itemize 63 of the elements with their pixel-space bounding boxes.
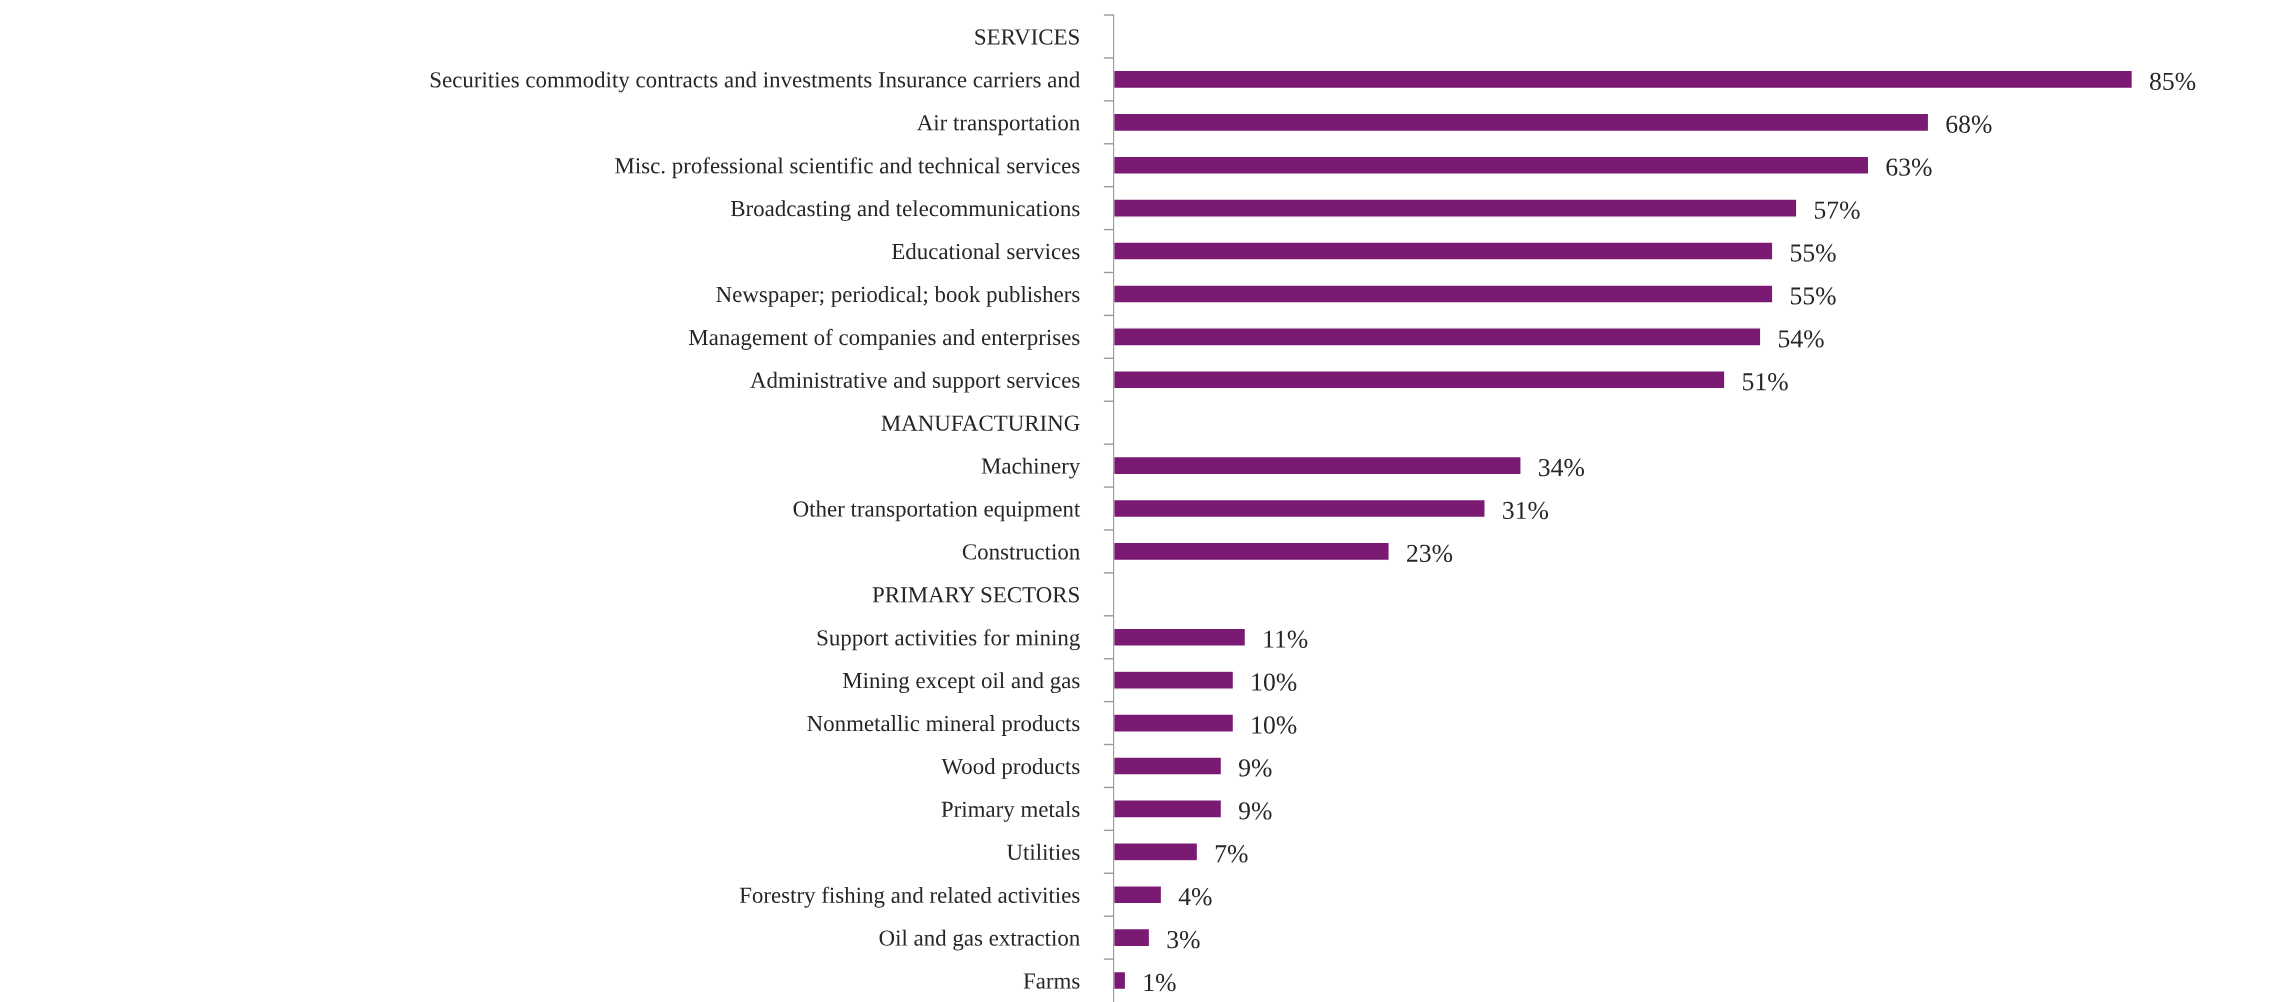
y-tick-label: Forestry fishing and related activities [739,886,1080,908]
bar [1113,155,1870,175]
bar [1113,713,1235,733]
data-label: 51% [1743,373,1788,391]
bar [1113,799,1223,819]
y-tick-label: Management of companies and enterprises [688,328,1080,350]
bar [1113,370,1726,390]
data-label: 34% [1539,458,1584,477]
y-tick-label: Farms [1023,973,1080,989]
y-tick-label: Support activities for mining [817,629,1080,651]
data-label: 9% [1238,802,1272,820]
y-tick-label: Oil and gas extraction [879,929,1080,951]
data-label: 1% [1144,973,1176,992]
y-tick-label: Other transportation equipment [793,500,1081,522]
data-label: 4% [1178,887,1212,906]
y-tick-label: Utilities [1006,843,1080,860]
y-tick-label: Nonmetallic mineral products [807,715,1080,736]
bar [1113,970,1127,991]
bar [1113,498,1486,519]
y-tick-label: Broadcasting and telecommunications [730,200,1080,222]
data-label: 85% [2150,72,2196,91]
bar [1113,455,1522,476]
data-label: 23% [1407,544,1453,563]
y-tick-label: Wood products [941,758,1080,779]
bar [1113,541,1390,562]
bar [1113,627,1247,647]
bar [1113,927,1151,948]
y-tick-label: Machinery [981,457,1081,479]
y-tick-label: Administrative and support services [750,371,1080,393]
bar [1113,327,1762,347]
y-tick-label: Air transportation [916,115,1080,136]
data-label: 7% [1215,845,1248,863]
bar [1113,112,1930,133]
bar [1113,69,2134,90]
data-label: 10% [1252,716,1297,734]
y-tick-label: SERVICES [975,29,1079,45]
data-label: 68% [1946,115,1992,133]
y-tick-label: PRIMARY SECTORS [872,587,1079,603]
bar [1113,885,1163,905]
y-tick-label: Misc. professional scientific and technical services [615,157,1080,179]
bar [1113,842,1199,862]
bar [1113,670,1235,690]
y-tick-label: Securities commodity contracts and investments Insurance carriers and [430,71,1080,93]
data-label: 57% [1814,201,1860,219]
y-tick-label: MANUFACTURING [881,415,1080,431]
y-tick-label: Primary metals [941,800,1080,822]
data-label: 55% [1790,244,1836,262]
bar [1113,756,1223,776]
y-tick-label: Construction [962,544,1080,560]
bar [1113,241,1774,261]
bar [1113,198,1798,218]
data-label: 9% [1238,759,1272,777]
y-tick-label: Mining except oil and gas [842,672,1080,694]
y-tick-label: Newspaper; periodical; book publishers [716,286,1080,307]
data-label: 11% [1264,630,1308,648]
bar [1113,284,1774,304]
y-tick-label: Educational services [891,243,1080,260]
data-label: 3% [1167,930,1200,949]
data-label: 10% [1252,673,1297,691]
data-label: 55% [1790,287,1836,305]
data-label: 54% [1778,330,1824,348]
data-label: 63% [1886,158,1932,176]
data-label: 31% [1503,501,1549,520]
